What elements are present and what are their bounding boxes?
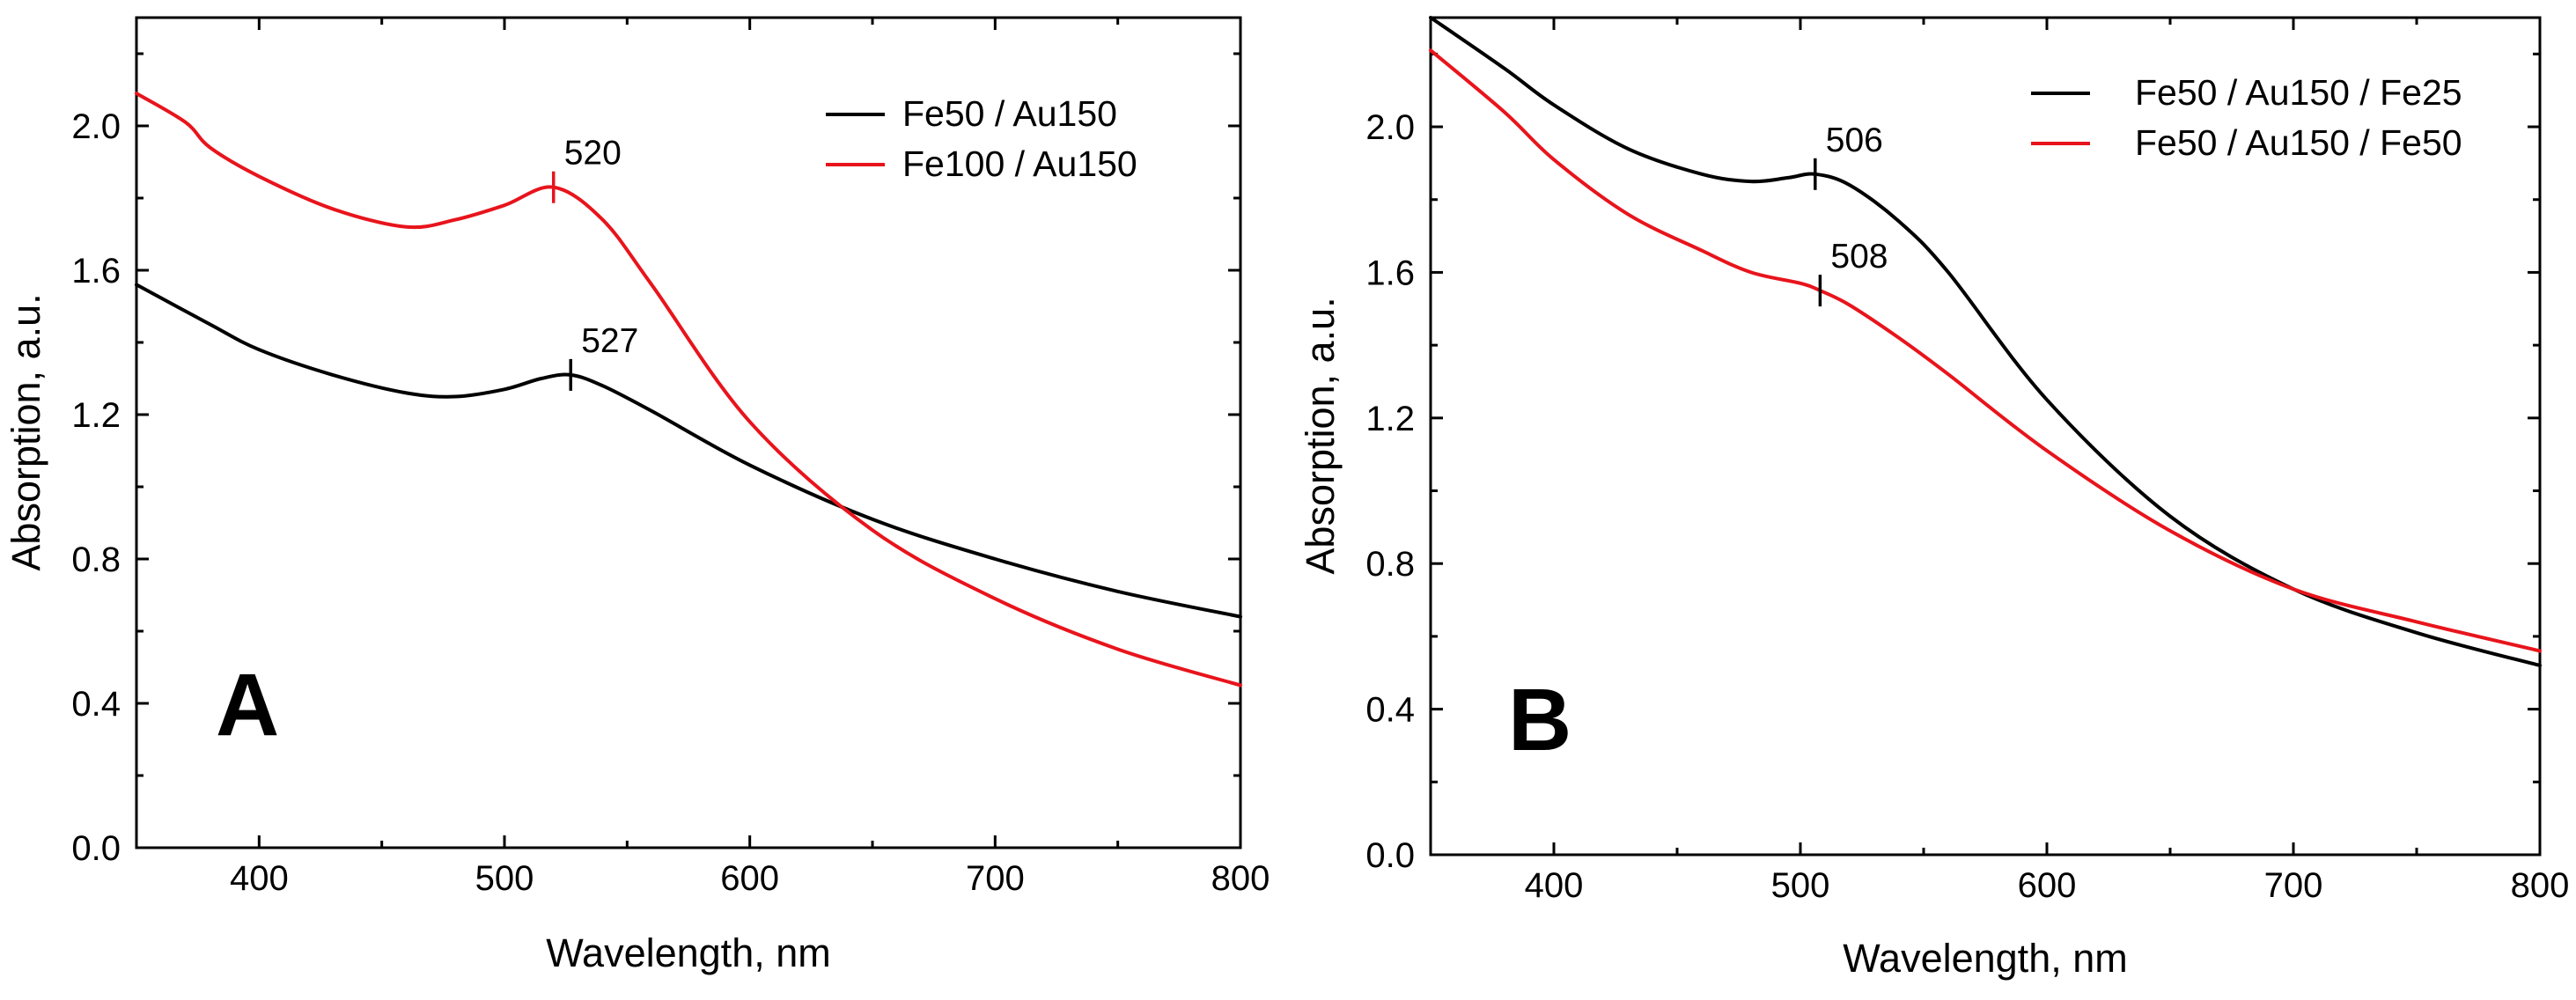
- x-tick-label: 600: [2018, 866, 2077, 905]
- series-line: [135, 283, 1242, 619]
- x-tick-label: 400: [230, 859, 289, 898]
- y-axis: 0.0 0.4 0.8 1.2 1.6 2.0: [71, 52, 1240, 868]
- x-tick-label: 500: [1771, 866, 1830, 905]
- legend-label: Fe50 / Au150 / Fe25: [2135, 72, 2462, 113]
- legend: Fe50 / Au150 / Fe25 Fe50 / Au150 / Fe50: [2031, 72, 2462, 163]
- y-tick-label: 0.0: [1365, 836, 1415, 875]
- y-tick-label: 1.2: [1365, 400, 1415, 438]
- y-tick-label: 1.2: [71, 396, 121, 435]
- x-axis-title: Wavelength, nm: [546, 930, 830, 975]
- series-line: [135, 92, 1242, 688]
- y-tick-label: 0.4: [71, 685, 121, 724]
- series-layer: [1429, 16, 2542, 667]
- x-axis: 400 500 600 700 800: [1429, 18, 2570, 905]
- y-tick-label: 2.0: [1365, 108, 1415, 147]
- x-tick-label: 800: [1211, 859, 1270, 898]
- legend-label: Fe100 / Au150: [902, 143, 1137, 184]
- x-axis-title: Wavelength, nm: [1843, 936, 2127, 981]
- y-tick-label: 0.0: [71, 829, 121, 868]
- panel-label: A: [216, 656, 279, 754]
- legend-label: Fe50 / Au150: [902, 93, 1117, 134]
- peak-markers: 506 508: [1814, 121, 1888, 307]
- series-line: [1429, 48, 2542, 653]
- x-tick-label: 700: [966, 859, 1025, 898]
- y-tick-label: 2.0: [71, 107, 121, 146]
- plot-frame: [1429, 16, 2542, 857]
- x-tick-label: 600: [720, 859, 779, 898]
- y-tick-label: 0.8: [1365, 545, 1415, 584]
- panel-b: 400 500 600 700 800 0.0 0.4 0.8 1.2 1.6 2.0 Wavel…: [1298, 16, 2570, 981]
- x-tick-label: 700: [2264, 866, 2323, 905]
- y-axis: 0.0 0.4 0.8 1.2 1.6 2.0: [1365, 52, 2540, 875]
- panel-a: 400 500 600 700 800 0.0 0.4 0.8 1.2 1.6 2.0 Wavel…: [4, 16, 1270, 975]
- x-tick-label: 500: [475, 859, 534, 898]
- y-axis-title: Absorption, a.u.: [4, 293, 48, 570]
- peak-label: 527: [581, 322, 638, 360]
- x-axis: 400 500 600 700 800: [135, 18, 1270, 898]
- y-tick-label: 1.6: [1365, 254, 1415, 292]
- series-layer: [135, 92, 1242, 688]
- y-tick-label: 1.6: [71, 252, 121, 290]
- legend-label: Fe50 / Au150 / Fe50: [2135, 122, 2462, 163]
- series-line: [1429, 16, 2542, 667]
- x-tick-label: 800: [2511, 866, 2570, 905]
- peak-markers: 520 527: [551, 135, 638, 391]
- panel-label: B: [1508, 671, 1571, 769]
- plot-frame: [135, 16, 1242, 849]
- y-tick-label: 0.4: [1365, 691, 1415, 730]
- peak-label: 508: [1830, 238, 1888, 276]
- y-axis-title: Absorption, a.u.: [1298, 297, 1343, 574]
- peak-label: 520: [564, 135, 622, 173]
- legend: Fe50 / Au150 Fe100 / Au150: [826, 93, 1137, 184]
- peak-label: 506: [1826, 121, 1883, 159]
- x-tick-label: 400: [1525, 866, 1584, 905]
- y-tick-label: 0.8: [71, 540, 121, 579]
